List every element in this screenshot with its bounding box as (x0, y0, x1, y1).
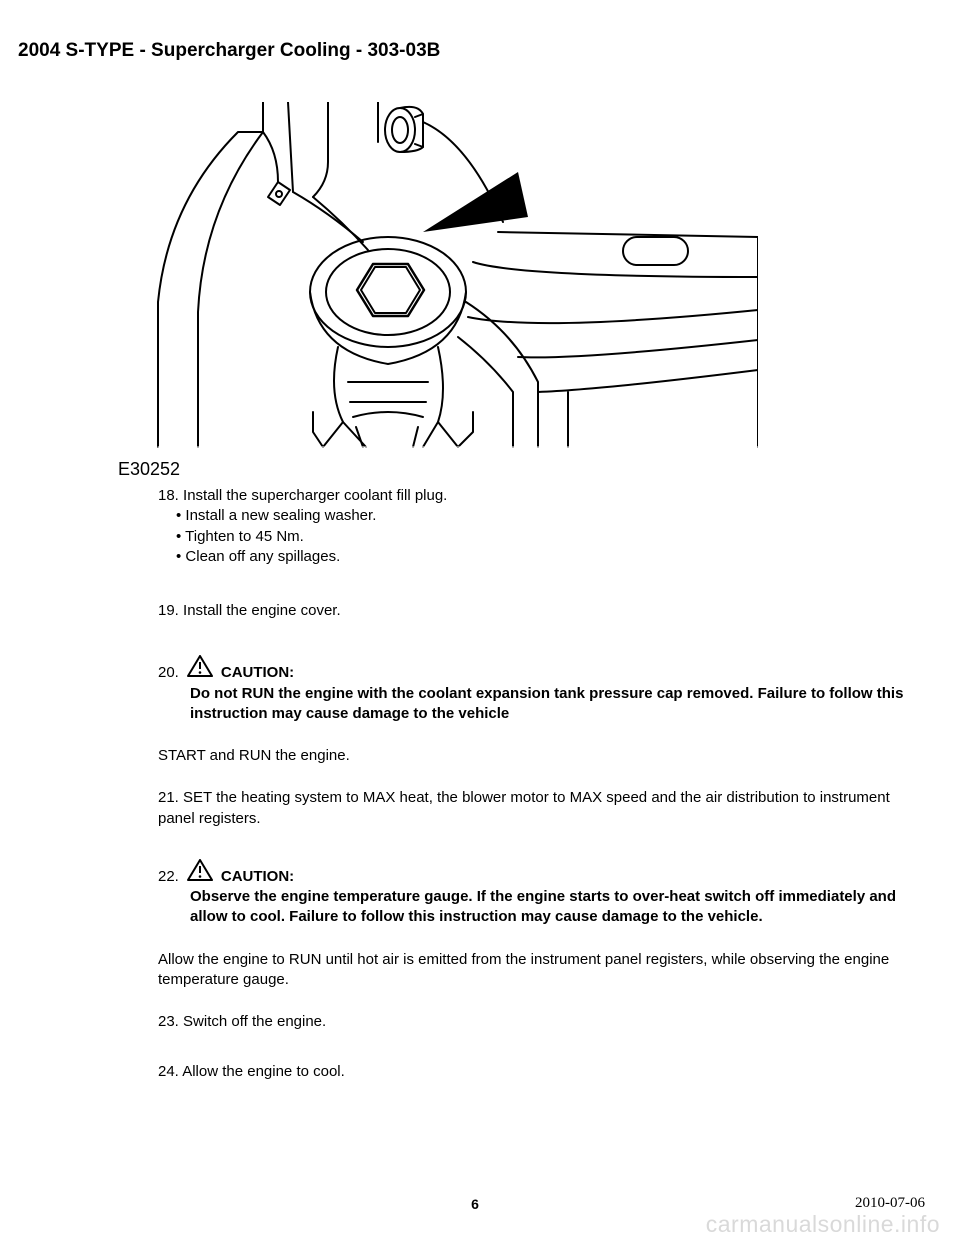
step-22: 22. CAUTION: Observe the engine temperat… (158, 859, 922, 928)
step-20: 20. CAUTION: Do not RUN the engine with … (158, 655, 922, 724)
step-number: 21. (158, 789, 179, 806)
caution-icon (187, 859, 213, 887)
bullet-item: Clean off any spillages. (176, 547, 922, 567)
step-text: Install the engine cover. (183, 602, 341, 619)
step-number: 18. (158, 487, 179, 504)
step-24: 24. Allow the engine to cool. (158, 1062, 922, 1082)
step-number: 20. (158, 663, 179, 683)
page-title: 2004 S-TYPE - Supercharger Cooling - 303… (18, 40, 932, 62)
step-19: 19. Install the engine cover. (158, 601, 922, 621)
step-text: Install the supercharger coolant fill pl… (183, 487, 447, 504)
step-text: SET the heating system to MAX heat, the … (158, 789, 890, 826)
step-22-after: Allow the engine to RUN until hot air is… (158, 950, 922, 991)
step-text: Switch off the engine. (183, 1013, 326, 1030)
technical-diagram: E30252 (118, 102, 932, 480)
step-text: Allow the engine to cool. (182, 1063, 345, 1080)
diagram-reference: E30252 (118, 459, 932, 480)
caution-label: CAUTION: (221, 663, 294, 683)
bullet-item: Install a new sealing washer. (176, 506, 922, 526)
step-number: 24. (158, 1063, 179, 1080)
step-number: 22. (158, 867, 179, 887)
step-number: 19. (158, 602, 179, 619)
watermark: carmanualsonline.info (706, 1211, 940, 1238)
step-23: 23. Switch off the engine. (158, 1012, 922, 1032)
instruction-content: 18. Install the supercharger coolant fil… (158, 486, 922, 1083)
page-number: 6 (18, 1196, 932, 1212)
footer-date: 2010-07-06 (855, 1195, 925, 1212)
caution-body: Observe the engine temperature gauge. If… (190, 887, 922, 928)
caution-body: Do not RUN the engine with the coolant e… (190, 684, 922, 725)
step-18: 18. Install the supercharger coolant fil… (158, 486, 922, 567)
caution-label: CAUTION: (221, 867, 294, 887)
step-20-after: START and RUN the engine. (158, 746, 922, 766)
step-21: 21. SET the heating system to MAX heat, … (158, 788, 922, 829)
caution-icon (187, 655, 213, 683)
bullet-item: Tighten to 45 Nm. (176, 527, 922, 547)
step-number: 23. (158, 1013, 179, 1030)
arrow-indicator (423, 172, 528, 232)
